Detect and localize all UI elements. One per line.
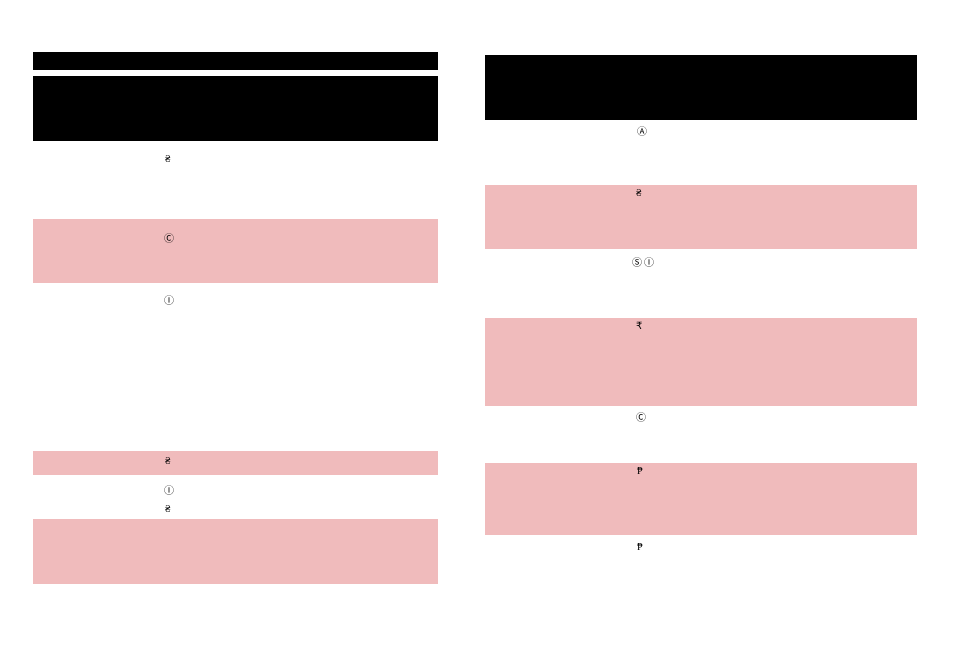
left-pink-block-2 xyxy=(33,451,438,475)
right-pink-block-3 xyxy=(485,463,917,535)
glyph-icon: Ⓐ xyxy=(637,128,647,138)
glyph-icon: Ⓘ xyxy=(164,297,174,307)
glyph-icon: ₱ xyxy=(637,543,643,553)
glyph-icon: Ⓘ xyxy=(644,259,654,269)
left-black-bar-big xyxy=(33,76,438,141)
glyph-icon: ₱ xyxy=(637,467,643,477)
glyph-icon: Ⓢ xyxy=(632,259,642,269)
right-pink-block-1 xyxy=(485,185,917,249)
glyph-icon: Ⓒ xyxy=(164,235,174,245)
glyph-icon: Ⓒ xyxy=(636,414,646,424)
glyph-icon: ₹ xyxy=(636,322,642,332)
glyph-icon: ₴ xyxy=(165,457,171,467)
glyph-icon: ₴ xyxy=(636,189,642,199)
right-black-bar xyxy=(485,55,917,120)
right-pink-block-2 xyxy=(485,318,917,406)
left-pink-block-3 xyxy=(33,519,438,584)
glyph-icon: Ⓘ xyxy=(164,487,174,497)
glyph-icon: ₴ xyxy=(165,505,171,515)
left-black-bar-thin xyxy=(33,52,438,70)
left-pink-block-1 xyxy=(33,219,438,283)
glyph-icon: ₴ xyxy=(165,155,171,165)
